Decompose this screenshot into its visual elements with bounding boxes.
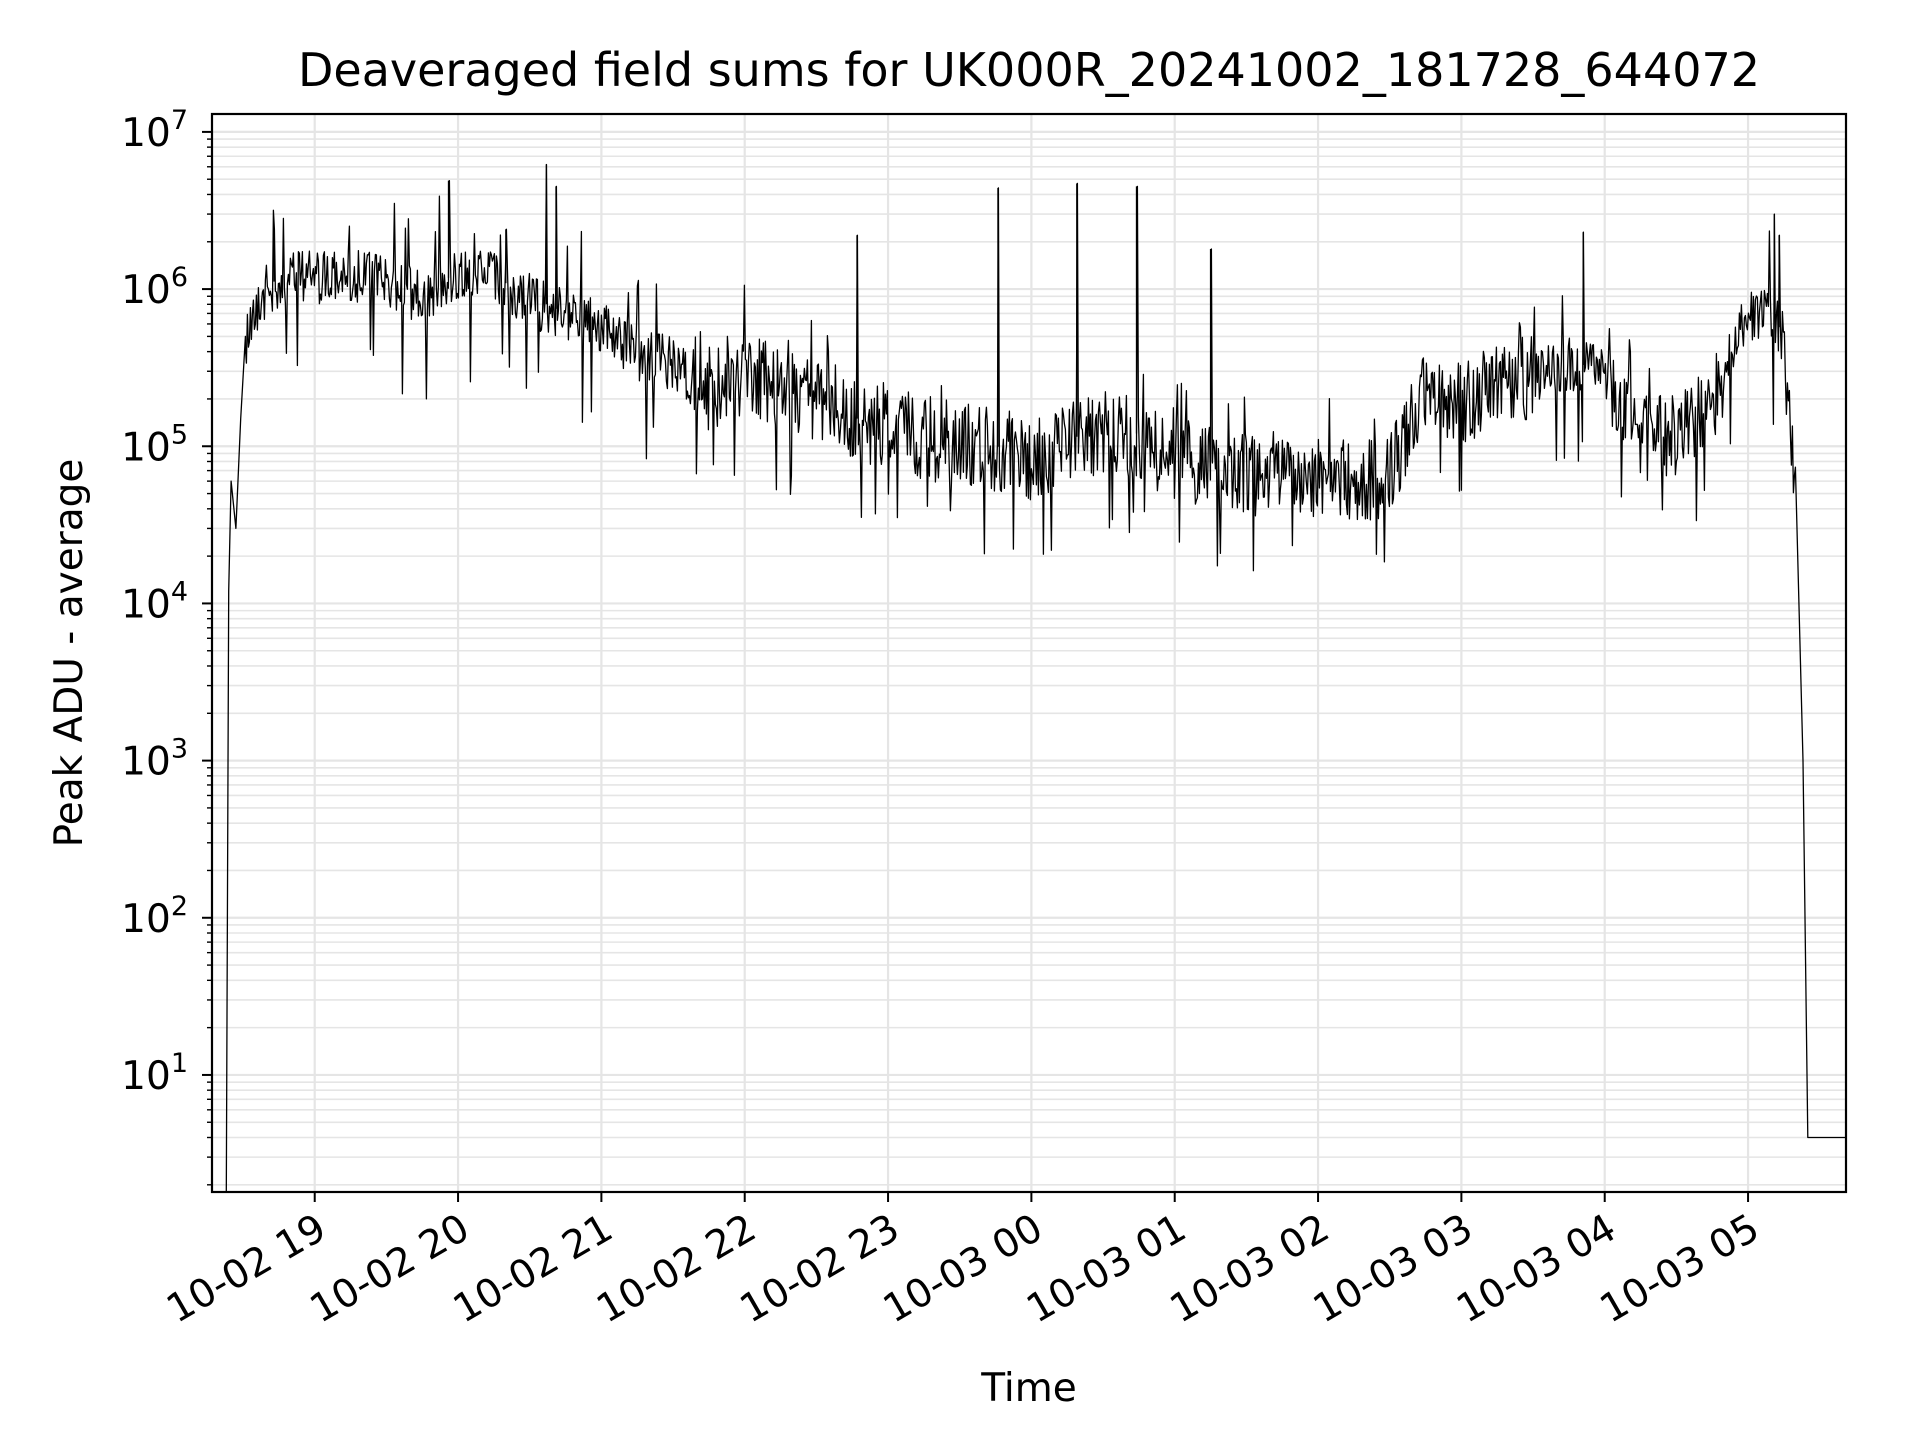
y-tick-label: 107 [121,105,188,156]
x-axis-label: Time [980,1366,1076,1411]
y-tick-label: 104 [121,576,188,627]
y-tick-label: 106 [121,262,188,313]
y-axis-label: Peak ADU - average [47,459,92,848]
y-tick-label: 102 [121,891,188,942]
y-tick-label: 105 [121,419,188,470]
series-layer [225,163,1846,1193]
series-line [225,163,1846,1193]
y-tick-label: 101 [121,1048,188,1099]
major-gridlines [212,114,1846,1192]
plot-area-frame [210,112,1848,1194]
minor-gridlines [212,138,1846,1186]
y-axis: 101 102 103 104 105 106 107 [121,105,212,1186]
y-tick-label: 103 [121,734,188,785]
chart-title: Deaveraged field sums for UK000R_2024100… [298,43,1760,97]
